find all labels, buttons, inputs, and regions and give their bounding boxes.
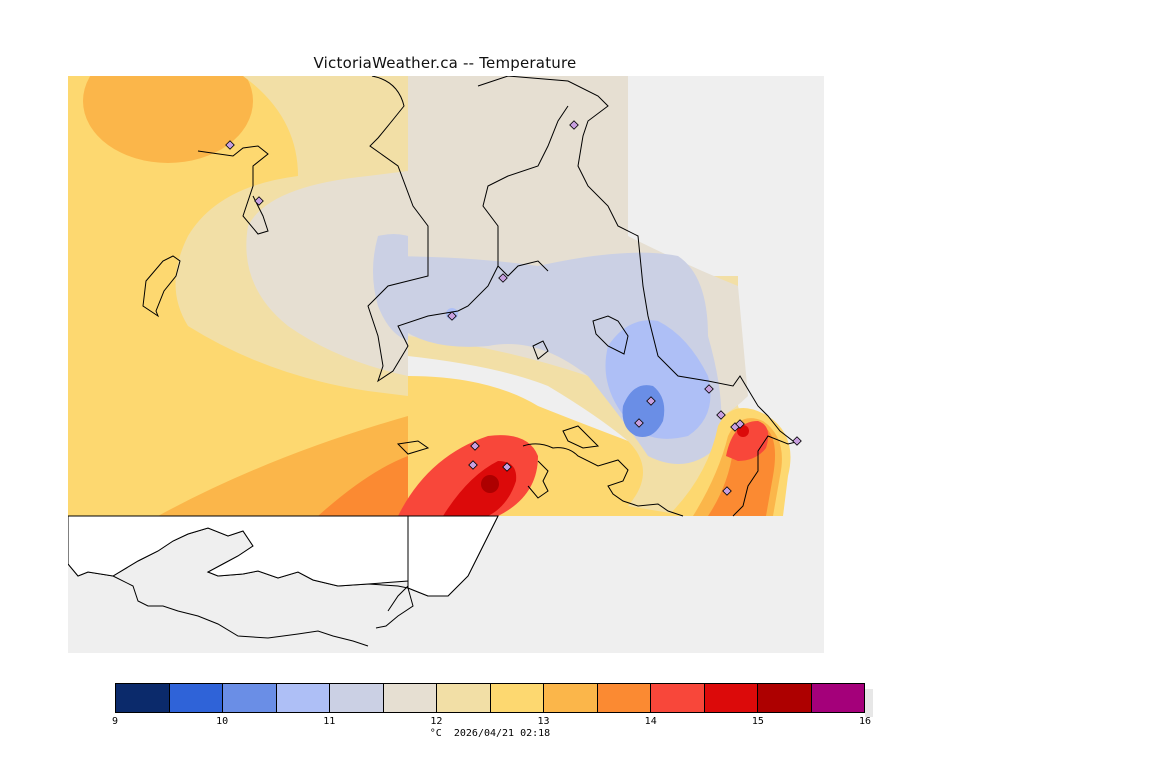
colorbar-segment: [811, 684, 864, 712]
station-marker: [792, 436, 802, 446]
colorbar-tick-label: 11: [323, 716, 336, 727]
colorbar-caption: °C 2026/04/21 02:18: [115, 728, 865, 739]
station-marker: [716, 410, 726, 420]
colorbar-segment: [276, 684, 330, 712]
colorbar-segment: [223, 684, 277, 712]
colorbar-shadow: [865, 689, 873, 717]
station-marker: [634, 418, 644, 428]
station-marker: [498, 273, 508, 283]
colorbar-tick-label: 10: [216, 716, 229, 727]
coast-victoria: [522, 443, 684, 517]
coast-esquimalt: [527, 460, 549, 499]
band-11.5-12: [246, 171, 408, 376]
coast-inner-saanich: [482, 105, 569, 277]
island-west: [142, 255, 181, 318]
colorbar-segment: [330, 684, 384, 712]
colorbar-segment: [544, 684, 598, 712]
band-15-core: [481, 475, 499, 493]
station-marker: [470, 441, 480, 451]
station-marker: [704, 384, 714, 394]
colorbar-segment: [758, 684, 812, 712]
station-marker: [722, 486, 732, 496]
colorbar-segment: [490, 684, 544, 712]
coast-saanich-west: [367, 76, 499, 383]
temperature-colorbar: [115, 683, 865, 713]
coast-north-west: [197, 145, 269, 235]
islet-south: [396, 440, 430, 455]
station-marker: [646, 396, 656, 406]
station-marker: [735, 419, 745, 429]
colorbar-segment: [169, 684, 223, 712]
colorbar-segment: [383, 684, 437, 712]
temperature-field: [68, 76, 824, 516]
band-12-east-coast: [538, 446, 616, 516]
colorbar-tick-label: 14: [644, 716, 657, 727]
colorbar-tick-label: 13: [537, 716, 550, 727]
weather-stations: [225, 120, 802, 496]
island-center: [592, 315, 629, 355]
colorbar-segment: [116, 684, 170, 712]
band-14.5-15-south: [443, 461, 517, 516]
colorbar-segment: [651, 684, 705, 712]
station-marker: [254, 196, 264, 206]
timestamp-label: 2026/04/21 02:18: [453, 728, 551, 739]
colorbar-ticks: 9 10 11 12 13 14 15 16: [111, 716, 871, 730]
coast-saanich-peninsula: [477, 76, 801, 517]
east-yellow: [408, 76, 722, 516]
band-13-13.5-south: [158, 416, 408, 516]
colorbar-tick-label: 9: [111, 716, 119, 727]
colorbar-tick-label: 12: [430, 716, 443, 727]
island-small: [532, 340, 549, 360]
land-olympic-east: [407, 515, 499, 597]
land-olympic: [68, 515, 409, 587]
map-title: VictoriaWeather.ca -- Temperature: [313, 54, 577, 72]
coast-inlet: [562, 425, 600, 449]
colorbar-tick-label: 15: [751, 716, 764, 727]
band-13-13.5-north: [83, 76, 253, 163]
band-13.5-14-south: [318, 456, 408, 516]
colorbar-segment: [704, 684, 758, 712]
station-marker: [569, 120, 579, 130]
station-marker: [447, 311, 457, 321]
station-marker: [502, 462, 512, 472]
temperature-map[interactable]: [68, 76, 824, 653]
unit-label: °C: [429, 728, 442, 739]
coast-olympic-2: [112, 575, 369, 647]
colorbar-segment: [437, 684, 491, 712]
colorbar-segment: [597, 684, 651, 712]
station-marker: [468, 460, 478, 470]
station-marker: [225, 140, 235, 150]
band-10-10.5: [622, 385, 665, 437]
colorbar-tick-label: 16: [858, 716, 872, 727]
